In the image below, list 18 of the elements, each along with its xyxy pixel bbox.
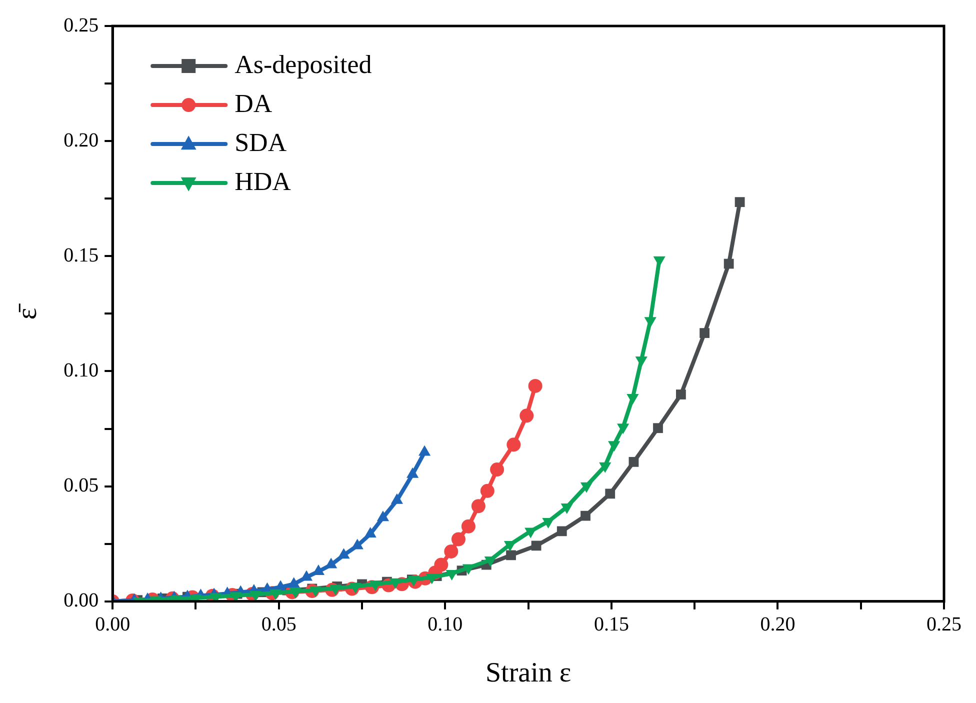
legend-label: HDA: [234, 166, 292, 196]
y-axis-title: ε̄: [12, 302, 44, 320]
y-tick-label: 0.00: [64, 590, 99, 612]
legend-label: SDA: [234, 128, 287, 157]
y-tick-label: 0.05: [64, 474, 99, 497]
x-tick-label: 0.25: [926, 614, 962, 636]
y-tick-label: 0.10: [64, 359, 99, 382]
y-tick-label: 0.15: [64, 244, 99, 266]
x-tick-label: 0.10: [428, 614, 463, 636]
x-tick-label: 0.00: [95, 614, 130, 636]
y-tick-label: 0.25: [64, 14, 99, 36]
x-tick-label: 0.15: [594, 614, 629, 636]
x-tick-label: 0.05: [261, 614, 296, 636]
y-tick-label: 0.20: [64, 129, 99, 152]
x-axis-title: Strain ε: [485, 658, 572, 689]
legend-label: DA: [234, 88, 272, 118]
x-tick-label: 0.20: [760, 614, 796, 636]
legend-label: As-deposited: [234, 50, 372, 79]
